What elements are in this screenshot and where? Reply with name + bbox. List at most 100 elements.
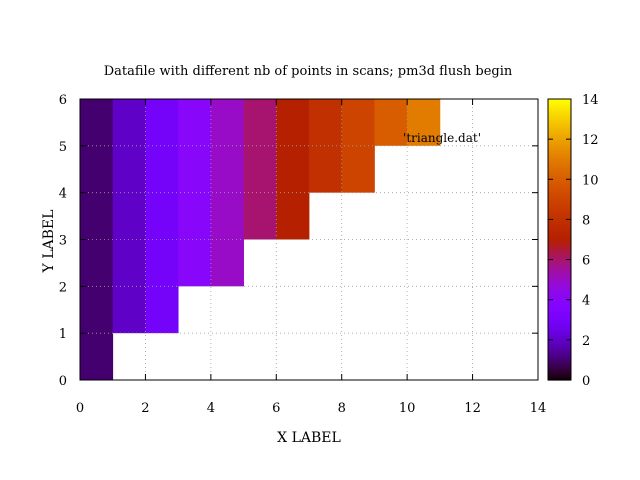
colorbar-segment xyxy=(548,189,571,192)
chart-title: Datafile with different nb of points in … xyxy=(104,64,513,79)
colorbar-segment xyxy=(548,209,571,212)
colorbar-segment xyxy=(548,181,571,184)
colorbar-segment xyxy=(548,155,571,158)
heatmap-cell-5 xyxy=(243,99,277,240)
colorbar-segment xyxy=(548,327,571,331)
colorbar-segment xyxy=(548,117,571,120)
colorbar-segment xyxy=(548,295,571,299)
colorbar-segment xyxy=(548,245,571,249)
colorbar-segment xyxy=(548,207,571,210)
colorbar-segment xyxy=(548,191,571,194)
colorbar-segment xyxy=(548,225,571,229)
colorbar-segment xyxy=(548,165,571,168)
colorbar-segment xyxy=(548,283,571,287)
colorbar-segment xyxy=(548,351,571,355)
x-tick-label: 14 xyxy=(530,401,547,416)
colorbar-segment xyxy=(548,321,571,325)
colorbar-segment xyxy=(548,343,571,347)
colorbar-segment xyxy=(548,369,571,373)
colorbar-segment xyxy=(548,293,571,297)
x-tick-label: 2 xyxy=(141,401,149,416)
colorbar-segment xyxy=(548,301,571,305)
colorbar-segment xyxy=(548,211,571,215)
heatmap-cell-8 xyxy=(341,99,375,193)
colorbar-segment xyxy=(548,255,571,259)
colorbar-segment xyxy=(548,175,571,178)
colorbar-segment xyxy=(548,299,571,303)
x-tick-label: 8 xyxy=(338,401,346,416)
colorbar-segment xyxy=(548,313,571,317)
colorbar-tick-label: 4 xyxy=(582,294,590,309)
colorbar-segment xyxy=(548,373,571,377)
colorbar-segment xyxy=(548,131,571,134)
colorbar-tick-label: 10 xyxy=(582,173,599,188)
y-tick-label: 6 xyxy=(59,93,67,108)
colorbar-segment xyxy=(548,185,571,188)
x-axis-label: X LABEL xyxy=(277,430,341,446)
colorbar-segment xyxy=(548,273,571,277)
colorbar-segment xyxy=(548,329,571,333)
colorbar-segment xyxy=(548,127,571,130)
colorbar-segment xyxy=(548,323,571,327)
colorbar-segment xyxy=(548,287,571,291)
colorbar-segment xyxy=(548,171,571,174)
colorbar-segment xyxy=(548,345,571,349)
colorbar-segment xyxy=(548,179,571,182)
colorbar-segment xyxy=(548,297,571,301)
colorbar-segment xyxy=(548,205,571,208)
colorbar-segment xyxy=(548,119,571,122)
colorbar-segment xyxy=(548,219,571,223)
colorbar-segment xyxy=(548,353,571,357)
colorbar-tick-label: 0 xyxy=(582,374,590,389)
colorbar-segment xyxy=(548,267,571,271)
colorbar-segment xyxy=(548,247,571,251)
colorbar-tick-label: 12 xyxy=(582,133,599,148)
colorbar-segment xyxy=(548,335,571,339)
colorbar-segment xyxy=(548,377,571,381)
colorbar-segment xyxy=(548,139,571,142)
colorbar-segment xyxy=(548,111,571,114)
colorbar-segment xyxy=(548,201,571,204)
colorbar-segment xyxy=(548,151,571,154)
colorbar-segment xyxy=(548,129,571,132)
colorbar-segment xyxy=(548,167,571,170)
colorbar-segment xyxy=(548,277,571,281)
colorbar-segment xyxy=(548,99,571,102)
colorbar-tick-label: 6 xyxy=(582,254,590,269)
colorbar-segment xyxy=(548,279,571,283)
colorbar-segment xyxy=(548,221,571,225)
x-tick-label: 12 xyxy=(464,401,481,416)
y-tick-label: 1 xyxy=(59,327,67,342)
heatmap-cell-6 xyxy=(276,99,310,240)
colorbar-segment xyxy=(548,183,571,186)
colorbar-tick-label: 14 xyxy=(582,93,599,108)
colorbar-segment xyxy=(548,305,571,309)
colorbar-segment xyxy=(548,281,571,285)
colorbar-segment xyxy=(548,163,571,166)
colorbar-segment xyxy=(548,115,571,118)
x-tick-label: 6 xyxy=(272,401,280,416)
colorbar-segment xyxy=(548,249,571,253)
colorbar-segment xyxy=(548,105,571,108)
colorbar-segment xyxy=(548,137,571,140)
colorbar-segment xyxy=(548,193,571,196)
x-tick-label: 10 xyxy=(399,401,416,416)
colorbar-segment xyxy=(548,319,571,323)
colorbar-segment xyxy=(548,375,571,379)
colorbar-segment xyxy=(548,243,571,247)
colorbar-segment xyxy=(548,157,571,160)
colorbar-segment xyxy=(548,363,571,367)
colorbar-segment xyxy=(548,215,571,219)
colorbar-segment xyxy=(548,309,571,313)
colorbar-segment xyxy=(548,123,571,126)
heatmap-cell-2 xyxy=(145,99,179,334)
colorbar-segment xyxy=(548,159,571,162)
y-axis-label: Y LABEL xyxy=(41,210,57,274)
colorbar-segment xyxy=(548,339,571,343)
colorbar-segment xyxy=(548,337,571,341)
colorbar-segment xyxy=(548,367,571,371)
colorbar-segment xyxy=(548,315,571,319)
colorbar-segment xyxy=(548,371,571,375)
colorbar-segment xyxy=(548,223,571,227)
